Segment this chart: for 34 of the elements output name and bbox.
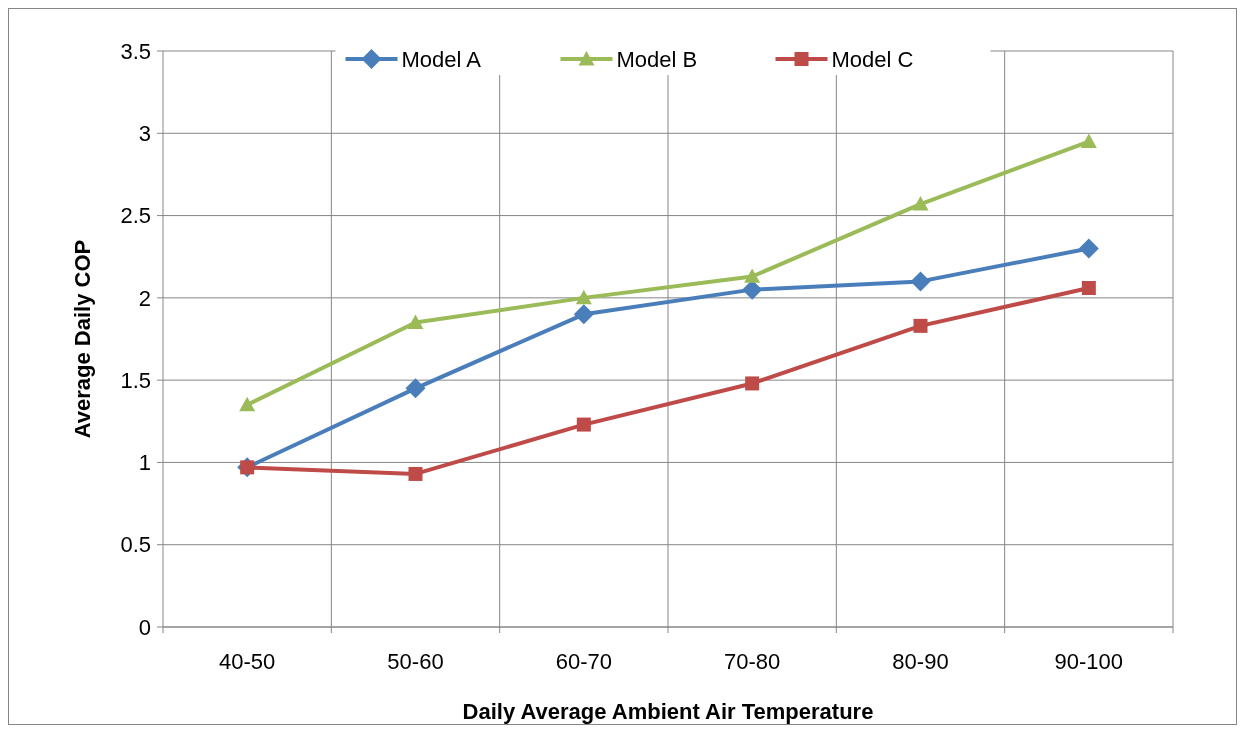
point bbox=[910, 271, 931, 292]
legend-label: Model B bbox=[616, 46, 698, 72]
x-tick-label: 70-80 bbox=[724, 649, 781, 674]
y-axis-title: Average Daily COP bbox=[70, 239, 95, 439]
legend-label: Model A bbox=[401, 46, 482, 72]
point bbox=[575, 289, 592, 305]
point bbox=[408, 466, 423, 481]
y-tick-label: 2.5 bbox=[120, 203, 151, 229]
y-tick-label: 2 bbox=[138, 285, 151, 311]
y-tick-label: 3.5 bbox=[120, 38, 151, 64]
legend-label: Model C bbox=[831, 46, 914, 72]
y-tick-label: 1 bbox=[138, 450, 151, 476]
point bbox=[573, 304, 594, 325]
y-tick-label: 0.5 bbox=[120, 532, 151, 558]
x-axis-title: Daily Average Ambient Air Temperature bbox=[462, 699, 874, 724]
point bbox=[405, 378, 426, 399]
point bbox=[745, 376, 760, 391]
point bbox=[912, 196, 929, 211]
point bbox=[407, 314, 424, 329]
x-tick-label: 90-100 bbox=[1054, 649, 1124, 674]
point bbox=[913, 318, 928, 333]
x-tick-label: 80-90 bbox=[892, 649, 949, 674]
point bbox=[744, 268, 761, 283]
x-tick-label: 60-70 bbox=[555, 649, 612, 674]
y-tick-label: 3 bbox=[138, 120, 151, 146]
x-tick-label: 40-50 bbox=[219, 649, 276, 674]
point bbox=[239, 396, 256, 412]
point bbox=[1081, 280, 1096, 295]
point bbox=[576, 417, 591, 432]
y-tick-label: 1.5 bbox=[120, 367, 151, 393]
point bbox=[1078, 238, 1099, 259]
y-tick-label: 0 bbox=[138, 614, 151, 640]
x-tick-label: 50-60 bbox=[387, 649, 444, 674]
point bbox=[1080, 133, 1097, 148]
